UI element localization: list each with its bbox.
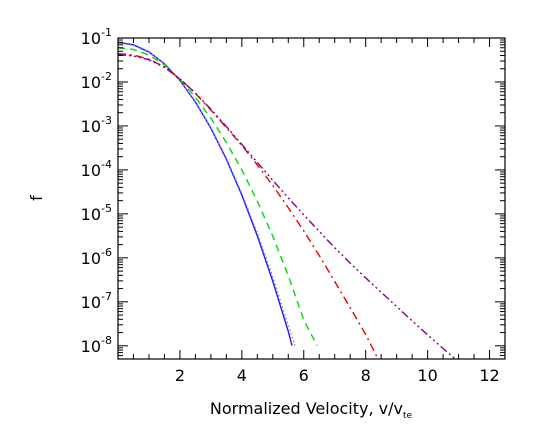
x-tick-label: 8 xyxy=(361,366,371,385)
plot-frame xyxy=(117,37,506,360)
y-tick-label: 10-4 xyxy=(81,158,112,180)
y-tick-label: 10-3 xyxy=(81,114,112,136)
y-tick-label: 10-6 xyxy=(81,246,112,268)
y-tick-label: 10-1 xyxy=(81,26,112,48)
x-axis-label-main: Normalized Velocity, v/v xyxy=(210,399,403,418)
y-tick-label: 10-8 xyxy=(81,334,112,356)
x-axis-label: Normalized Velocity, v/vte xyxy=(210,399,413,421)
y-tick-label: 10-5 xyxy=(81,202,112,224)
x-tick-label: 10 xyxy=(417,366,437,385)
series-line-4 xyxy=(118,52,379,359)
series-line-2 xyxy=(118,42,296,346)
x-tick-label: 12 xyxy=(479,366,499,385)
series-group xyxy=(118,41,457,359)
series-line-3 xyxy=(118,47,318,346)
ticks-group: 2 4 6 8 10 12 10-1 10-2 10-3 10-4 10-5 10-6 10-7 10-8 xyxy=(81,26,505,385)
x-tick-label: 4 xyxy=(237,366,247,385)
series-line-5 xyxy=(118,53,457,359)
y-axis-label: f xyxy=(27,195,46,201)
y-tick-label: 10-7 xyxy=(81,290,112,312)
series-line-1 xyxy=(118,41,293,346)
x-tick-label: 2 xyxy=(175,366,185,385)
y-tick-label: 10-2 xyxy=(81,70,112,92)
x-tick-label: 6 xyxy=(299,366,309,385)
x-axis-label-subscript: te xyxy=(403,411,413,421)
